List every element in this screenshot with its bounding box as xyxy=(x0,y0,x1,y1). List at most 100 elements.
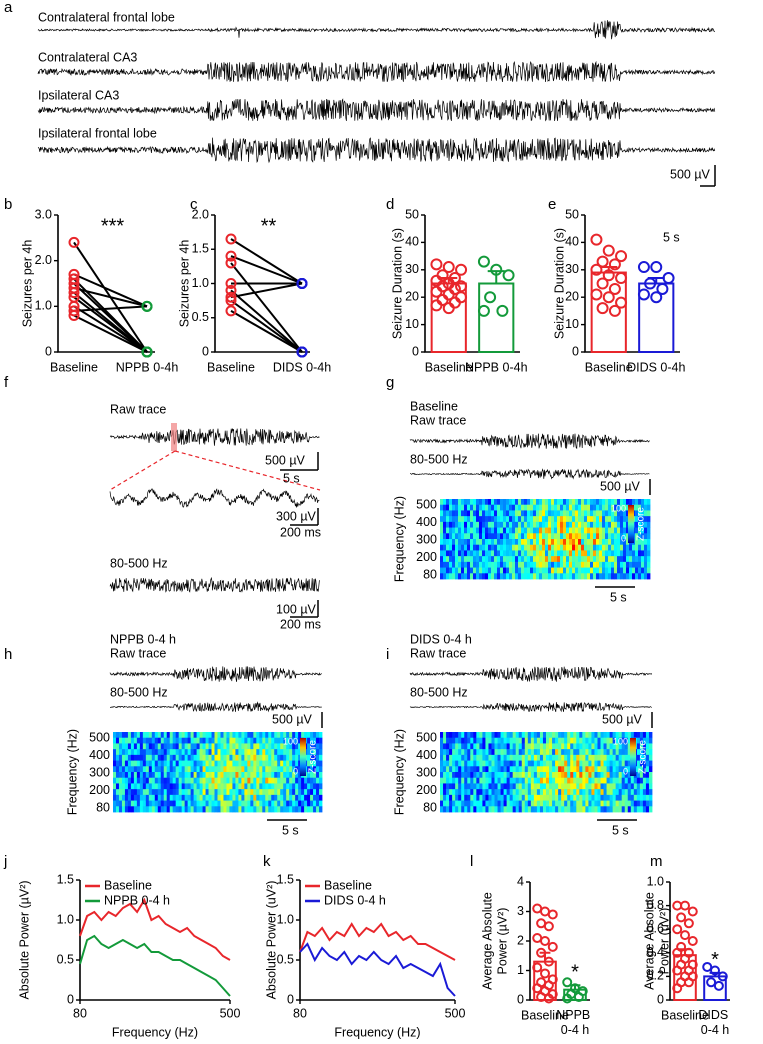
scale-label: 5 s xyxy=(283,471,300,485)
spectrogram-cell xyxy=(446,800,450,807)
spectrogram-cell xyxy=(497,789,501,796)
spectrogram-cell xyxy=(605,539,609,546)
data-point xyxy=(455,263,468,276)
spectrogram-cell xyxy=(539,544,543,551)
spectrogram-cell xyxy=(298,737,302,744)
spectrogram-cell xyxy=(600,783,604,790)
spectrogram-cell xyxy=(247,749,251,756)
spectrogram-cell xyxy=(247,794,251,801)
spectrogram-cell xyxy=(187,743,192,750)
spectrogram-cell xyxy=(600,800,604,807)
spectrogram-cell xyxy=(500,766,504,773)
spectrogram-cell xyxy=(614,561,618,568)
spectrogram-cell xyxy=(509,783,514,790)
spectrogram-cell xyxy=(449,737,453,744)
spectrogram-cell xyxy=(630,783,635,790)
spectrogram-cell xyxy=(596,499,600,506)
spectrogram-cell xyxy=(609,772,614,779)
spectrogram-cell xyxy=(617,567,621,574)
spectrogram-cell xyxy=(286,760,290,767)
spectrogram-cell xyxy=(582,743,586,750)
spectrogram-cell xyxy=(199,737,203,744)
spectrogram-cell xyxy=(618,789,623,796)
spectrogram-cell xyxy=(238,783,242,790)
spectrogram-cell xyxy=(497,754,501,761)
spectrogram-cell xyxy=(265,806,269,813)
spectrogram-cell xyxy=(602,527,606,534)
spectrogram-cell xyxy=(612,777,617,784)
spectrogram-cell xyxy=(464,783,468,790)
spectrogram-cell xyxy=(641,544,645,551)
spectrogram-cell xyxy=(310,806,314,813)
spectrogram-cell xyxy=(205,794,209,801)
spectrogram-cell xyxy=(178,737,183,744)
spectrogram-cell xyxy=(617,499,621,506)
spectrogram-cell xyxy=(235,806,239,813)
spectrogram-cell xyxy=(187,732,192,739)
spectrogram-cell xyxy=(530,800,535,807)
data-point xyxy=(615,250,628,263)
spectrogram-cell xyxy=(560,504,564,511)
spectrogram-cell xyxy=(632,556,636,563)
spectrogram-cell xyxy=(608,539,612,546)
spectrogram-cell xyxy=(620,499,624,506)
spectrogram-cell xyxy=(566,510,570,517)
spectrogram-cell xyxy=(250,754,254,761)
spectrogram-cell xyxy=(253,800,257,807)
spectrogram-cell xyxy=(458,783,462,790)
spectrogram-cell xyxy=(223,766,227,773)
spectrogram-cell xyxy=(262,794,266,801)
spectrogram-cell xyxy=(546,732,550,739)
spectrogram-cell xyxy=(193,754,197,761)
spectrogram-cell xyxy=(247,743,251,750)
spectrogram-cell xyxy=(241,789,245,796)
x-axis-label: Frequency (Hz) xyxy=(334,1025,420,1039)
spectrogram-cell xyxy=(638,504,642,511)
spectrogram-cell xyxy=(259,766,263,773)
spectrogram-cell xyxy=(641,527,645,534)
spectrogram-cell xyxy=(440,516,444,523)
panel-letter: k xyxy=(263,853,271,870)
spectrogram-cell xyxy=(624,772,629,779)
spectrogram-cell xyxy=(181,737,186,744)
spectrogram-cell xyxy=(605,499,609,506)
eeg-trace xyxy=(110,701,322,713)
spectrogram-cell xyxy=(256,749,260,756)
spectrogram-cell xyxy=(578,499,582,506)
spectrogram-cell xyxy=(546,772,550,779)
spectrogram-cell xyxy=(235,800,239,807)
spectrogram-cell xyxy=(169,737,174,744)
spectrogram-cell xyxy=(564,743,568,750)
scale-label: 5 s xyxy=(663,230,680,244)
spectrogram-cell xyxy=(617,573,621,580)
spectrogram-cell xyxy=(187,754,192,761)
spectrogram-cell xyxy=(268,777,272,784)
spectrogram-cell xyxy=(555,783,559,790)
spectrogram-cell xyxy=(271,737,275,744)
data-point xyxy=(455,291,468,304)
spectrogram-cell xyxy=(530,743,535,750)
spectrogram-cell xyxy=(229,806,233,813)
spectrogram-cell xyxy=(602,573,606,580)
spectrogram-cell xyxy=(121,754,126,761)
spectrogram-cell xyxy=(581,544,585,551)
spectrogram-cell xyxy=(494,550,498,557)
spectrogram-cell xyxy=(148,800,153,807)
spectrogram-cell xyxy=(241,754,245,761)
spectrogram-cell xyxy=(515,527,519,534)
spectrogram-cell xyxy=(552,760,556,767)
spectrogram-cell xyxy=(467,737,471,744)
spectrogram-cell xyxy=(614,556,618,563)
spectrogram-cell xyxy=(549,737,553,744)
spectrogram-cell xyxy=(644,573,648,580)
spectrogram-cell xyxy=(470,766,474,773)
spectrogram-cell xyxy=(579,760,583,767)
spectrogram-cell xyxy=(587,516,591,523)
y-tick-label: 0 xyxy=(572,344,579,358)
spectrogram-cell xyxy=(190,772,195,779)
spectrogram-cell xyxy=(624,732,629,739)
spectrogram-cell xyxy=(482,539,486,546)
spectrogram-cell xyxy=(316,743,320,750)
spectrogram-cell xyxy=(536,800,541,807)
spectrogram-cell xyxy=(497,732,501,739)
